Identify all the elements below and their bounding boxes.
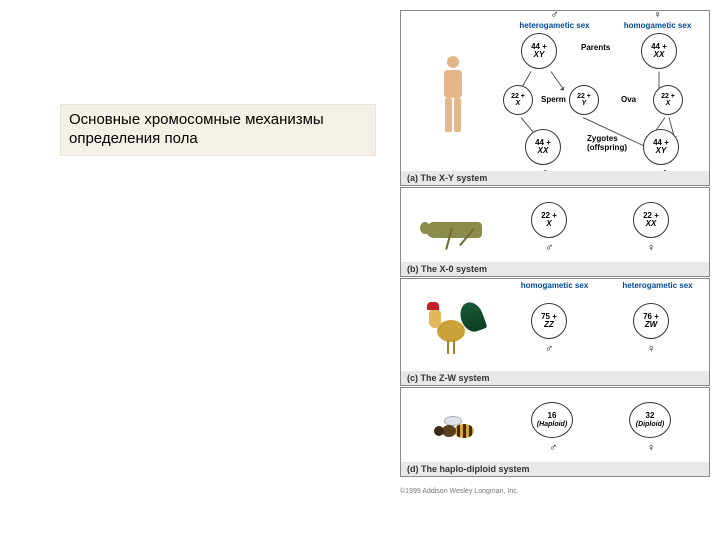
human-illustration [407,25,499,167]
parent-male-circle: 44 + XY [521,33,557,69]
hd-male-sym: ♂ [549,442,557,454]
parent-female-sex: XX [654,51,665,59]
panel-c-caption: (c) The Z-W system [401,371,709,385]
diploid-female-circle: 32 (Diploid) [629,402,671,438]
panel-zw-system: homogametic sex heterogametic sex 75 + Z… [400,278,710,386]
heterogametic-label: heterogametic sex [503,21,606,30]
panel-xy-system: ♂ ♀ heterogametic sex homogametic sex 44… [400,10,710,186]
x0-female-circle: 22 + XX [633,202,669,238]
x0-male-sym: ♂ [545,242,553,254]
homogametic-label: homogametic sex [606,21,709,30]
panel-b-caption: (b) The X-0 system [401,262,709,276]
parent-female-circle: 44 + XX [641,33,677,69]
figure-stack: ♂ ♀ heterogametic sex homogametic sex 44… [400,10,710,477]
sperm-y-circle: 22 + Y [569,85,599,115]
copyright-text: ©1999 Addison Wesley Longman, Inc. [400,488,519,495]
homogametic-label-c: homogametic sex [503,281,606,290]
zw-female-sym: ♀ [647,343,655,355]
heterogametic-label-c: heterogametic sex [606,281,709,290]
bee-illustration [407,402,499,458]
zw-male-circle: 75 + ZZ [531,303,567,339]
male-symbol: ♂ [503,9,606,21]
rooster-illustration [407,293,499,367]
grasshopper-illustration [407,202,499,258]
sperm-x-circle: 22 + X [503,85,533,115]
haploid-male-circle: 16 (Haploid) [531,402,573,438]
grasshopper-figure [418,212,488,248]
title-box: Основные хромосомные механизмы определен… [60,104,376,156]
hd-female-sym: ♀ [647,442,655,454]
panel-c-top-labels: homogametic sex heterogametic sex [401,281,709,290]
panel-a-caption: (a) The X-Y system [401,171,709,185]
sperm-label: Sperm [541,95,566,104]
x0-female-sym: ♀ [647,242,655,254]
panel-x0-system: 22 + X 22 + XX ♂ ♀ (b) The X-0 system [400,187,710,277]
panel-a-sex-row: ♂ ♀ [401,9,709,21]
panel-d-caption: (d) The haplo-diploid system [401,462,709,476]
x0-male-circle: 22 + X [531,202,567,238]
parents-label: Parents [581,43,610,52]
ova-label: Ova [621,95,636,104]
zw-female-circle: 76 + ZW [633,303,669,339]
arrow [551,71,564,90]
panel-haplodiploid-system: 16 (Haploid) 32 (Diploid) ♂ ♀ (d) The ha… [400,387,710,477]
ova-circle: 22 + X [653,85,683,115]
rooster-figure [423,302,483,358]
zw-male-sym: ♂ [545,343,553,355]
female-symbol: ♀ [606,9,709,21]
title-text: Основные хромосомные механизмы определен… [69,111,367,149]
bee-figure [428,410,478,450]
parent-male-sex: XY [534,51,545,59]
zygote-female-circle: 44 + XX [525,129,561,165]
zygote-male-circle: 44 + XY [643,129,679,165]
zygotes-label: Zygotes (offspring) [587,135,627,153]
human-figure [439,56,467,136]
